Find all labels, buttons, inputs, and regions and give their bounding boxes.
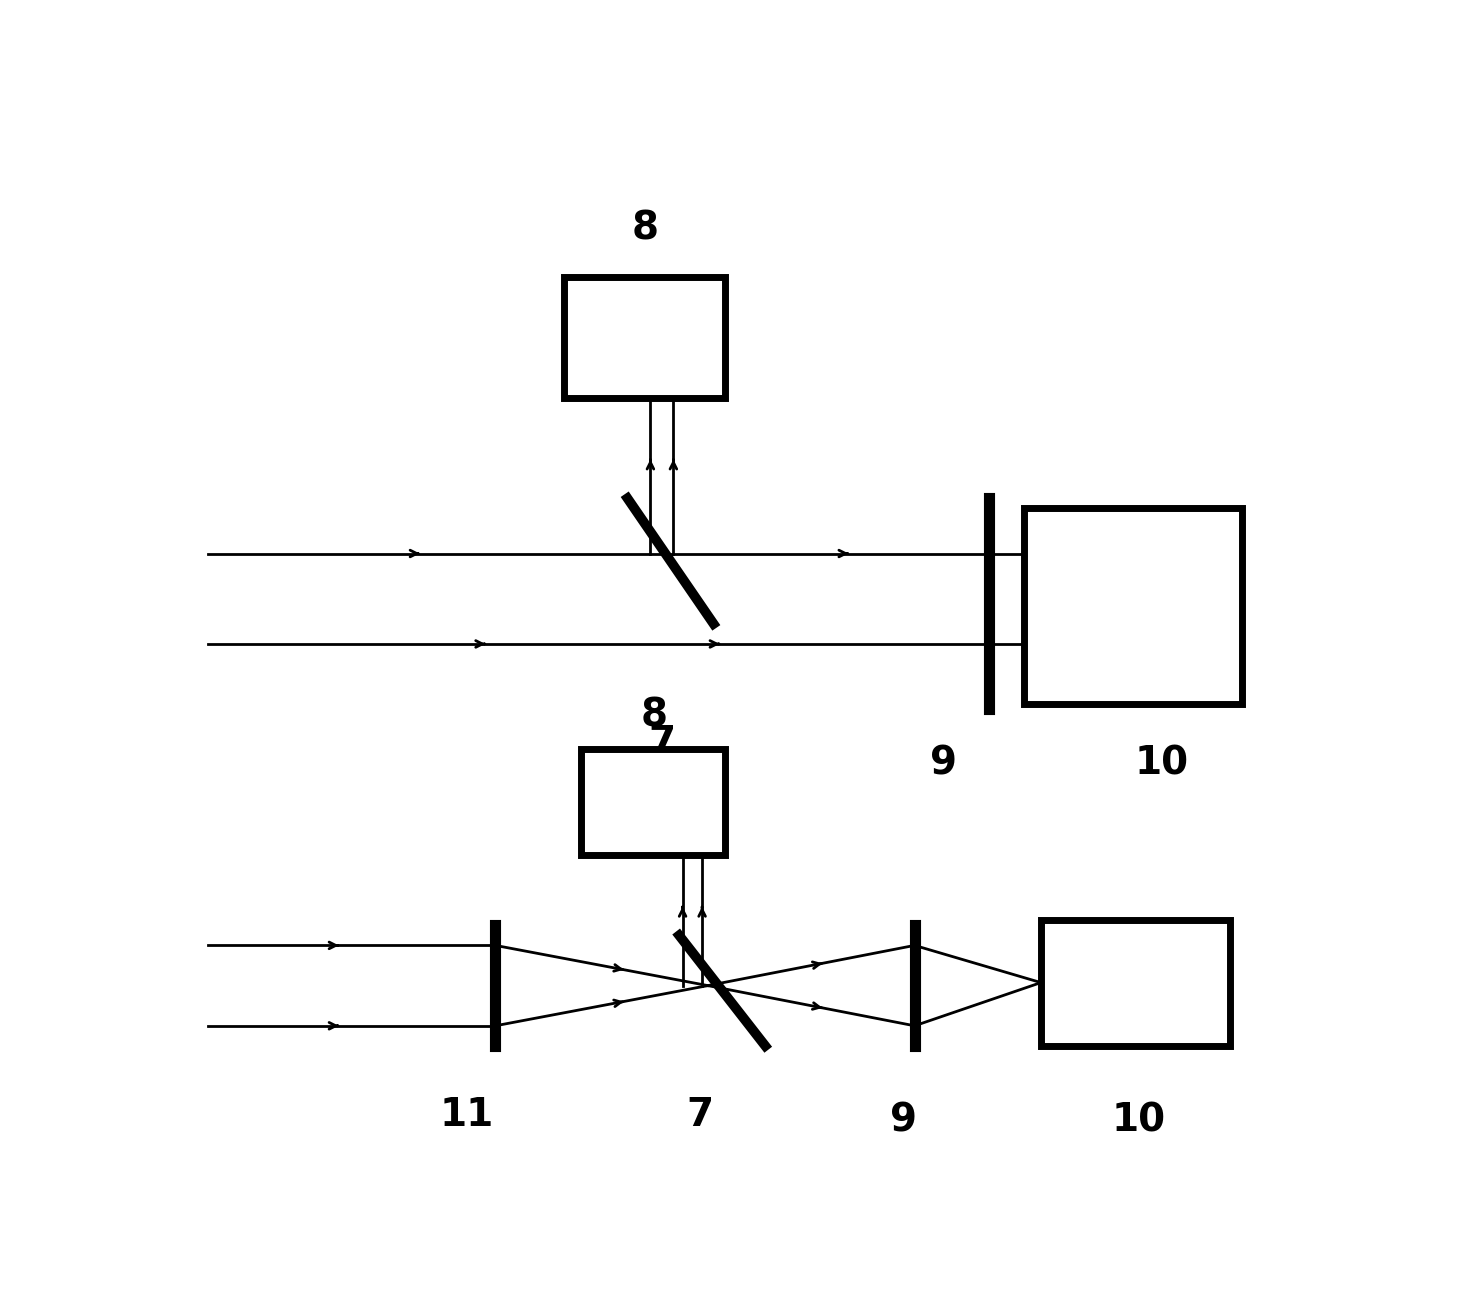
Bar (581, 749, 725, 855)
Text: 11: 11 (440, 1096, 494, 1134)
Text: 7: 7 (648, 724, 676, 762)
Text: 8: 8 (631, 209, 658, 247)
Text: 10: 10 (1134, 744, 1189, 783)
Bar (1024, 508, 1242, 705)
Text: 8: 8 (640, 697, 667, 735)
Text: 9: 9 (929, 744, 957, 783)
Text: 7: 7 (686, 1096, 713, 1134)
Text: 10: 10 (1112, 1101, 1166, 1139)
Text: 9: 9 (889, 1101, 916, 1139)
Bar (565, 277, 725, 398)
Bar (1040, 920, 1230, 1045)
